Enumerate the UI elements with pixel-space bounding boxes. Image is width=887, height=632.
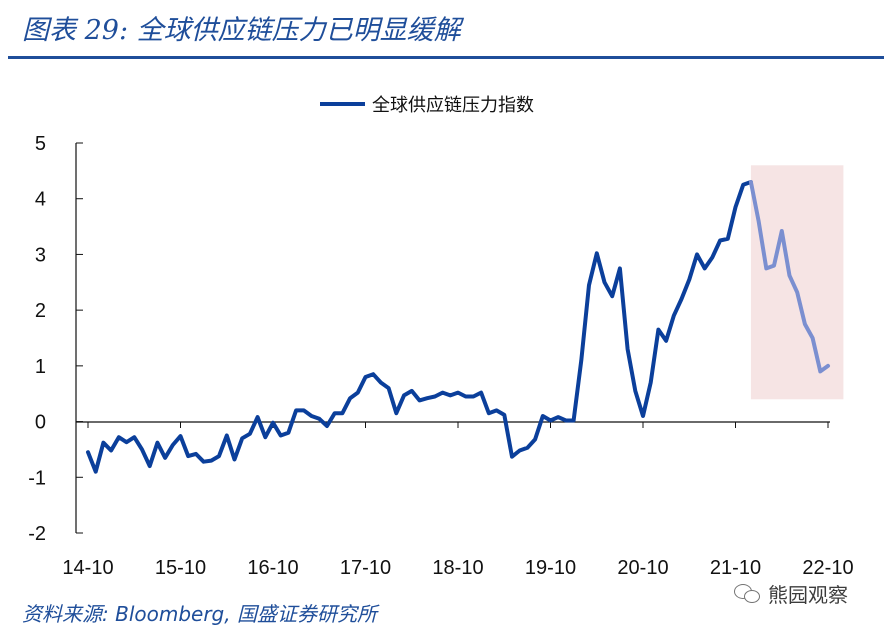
- figure-title: 图表 29: 全球供应链压力已明显缓解: [22, 15, 461, 46]
- wechat-icon: [734, 582, 762, 604]
- x-tick-label: 22-10: [802, 557, 853, 579]
- x-tick-label: 17-10: [340, 557, 391, 579]
- watermark: 熊园观察: [734, 580, 848, 607]
- x-tick-label: 18-10: [432, 557, 483, 579]
- series-line: [86, 180, 753, 474]
- axes: 5 4 3 2 1 0 -1 -2 14-10 15-10 16-10 17-10 18-10 19-10…: [28, 133, 853, 579]
- y-tick-label: 1: [35, 356, 46, 378]
- y-tick-label: 3: [35, 244, 46, 266]
- y-tick-label: 4: [35, 189, 46, 211]
- x-tick-label: 15-10: [155, 557, 206, 579]
- source-note: 资料来源: Bloomberg, 国盛证券研究所: [22, 602, 377, 626]
- y-tick-label: 0: [35, 412, 46, 434]
- x-tick-label: 20-10: [617, 557, 668, 579]
- y-tick-label: 5: [35, 133, 46, 155]
- x-tick-label: 16-10: [247, 557, 298, 579]
- title-divider: [8, 56, 884, 59]
- y-tick-label: -2: [28, 523, 46, 545]
- y-tick-label: 2: [35, 300, 46, 322]
- x-tick-label: 19-10: [525, 557, 576, 579]
- x-tick-label: 21-10: [710, 557, 761, 579]
- series-line-highlighted: [748, 180, 830, 374]
- legend: 全球供应链压力指数: [320, 95, 534, 116]
- y-tick-label: -1: [28, 467, 46, 489]
- highlight-region: [750, 165, 844, 400]
- x-tick-label: 14-10: [62, 557, 113, 579]
- watermark-text: 熊园观察: [768, 582, 848, 607]
- legend-label: 全球供应链压力指数: [372, 95, 534, 116]
- plot-area: [86, 180, 830, 474]
